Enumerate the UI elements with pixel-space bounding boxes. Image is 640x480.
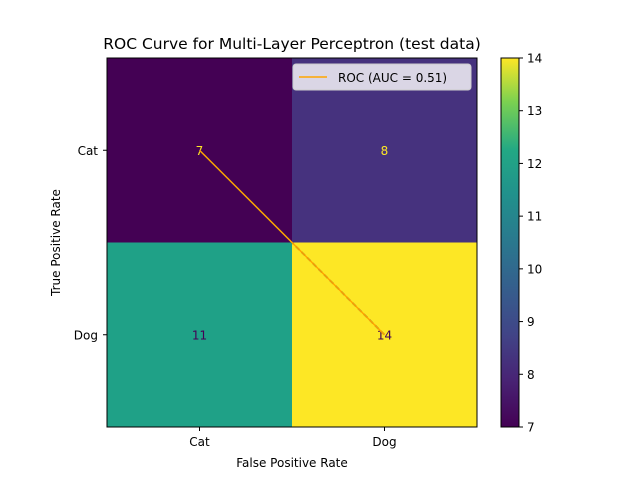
cell-value-label: 8 (381, 144, 389, 158)
colorbar-tick-label: 12 (527, 157, 542, 171)
colorbar-gradient (500, 57, 520, 428)
colorbar-tick-label: 11 (527, 210, 542, 224)
colorbar-tick-label: 10 (527, 262, 542, 276)
roc-curve-line (198, 149, 386, 336)
x-tick-label: Cat (189, 435, 210, 449)
colorbar-ticks: 7 8 9 10 11 12 13 14 (519, 52, 542, 435)
colorbar: 7 8 9 10 11 12 13 14 (500, 52, 542, 435)
colorbar-tick-label: 9 (527, 315, 535, 329)
legend-box (292, 63, 472, 91)
y-axis-label: True Positive Rate (49, 189, 63, 297)
x-tick-label: Dog (372, 435, 396, 449)
legend-roc-label: ROC (AUC = 0.51) (338, 71, 447, 85)
colorbar-tick-label: 8 (527, 368, 535, 382)
x-axis: Cat Dog (189, 427, 397, 449)
chart-title: ROC Curve for Multi-Layer Perceptron (te… (103, 35, 481, 53)
roc-lines (198, 149, 386, 336)
y-axis: Cat Dog (74, 144, 107, 342)
x-axis-label: False Positive Rate (236, 456, 348, 470)
legend: ROC (AUC = 0.51) (292, 63, 472, 91)
y-tick-label: Cat (78, 144, 99, 158)
colorbar-tick-label: 13 (527, 104, 542, 118)
cell-value-label: 11 (192, 328, 207, 342)
y-tick-label: Dog (74, 328, 98, 342)
heatmap-cell (107, 242, 292, 427)
colorbar-tick-label: 14 (527, 52, 542, 66)
plot-frame (106, 57, 478, 428)
colorbar-tick-label: 7 (527, 421, 535, 435)
